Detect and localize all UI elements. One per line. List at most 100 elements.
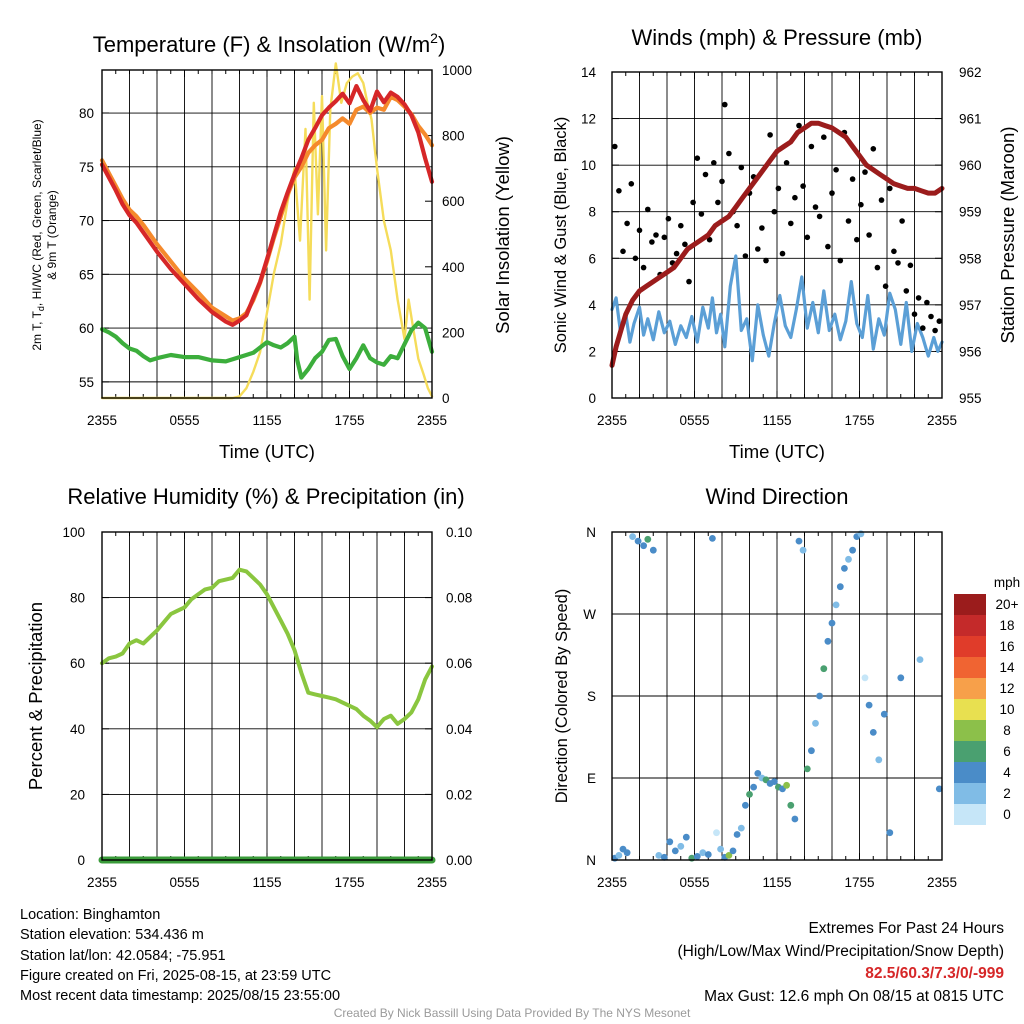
- y-axis-label-right: Station Pressure (Maroon): [997, 127, 1018, 344]
- series-2m-t: [99, 83, 435, 327]
- direction-point: [713, 829, 720, 837]
- colorbar-label: 8: [1003, 723, 1011, 738]
- gust-point: [694, 155, 701, 161]
- colorbar-swatch: [954, 678, 986, 699]
- y-tick-label-left: 0: [77, 853, 85, 868]
- colorbar-label: 12: [999, 681, 1014, 696]
- gust-point: [833, 167, 839, 173]
- gust-point: [932, 327, 938, 334]
- direction-point: [709, 535, 716, 542]
- y-tick-label-right: 0.06: [446, 656, 472, 671]
- colorbar-label: 0: [1003, 807, 1011, 822]
- gust-point: [702, 171, 709, 178]
- direction-point: [770, 778, 778, 785]
- gust-point: [726, 150, 732, 157]
- gust-point: [759, 225, 765, 231]
- gust-point: [870, 146, 877, 152]
- direction-point: [742, 801, 749, 809]
- series-dewpoint: [99, 320, 435, 380]
- gust-point: [899, 218, 905, 224]
- plot-border: [101, 69, 433, 399]
- direction-point: [808, 747, 815, 755]
- gust-point: [715, 199, 721, 206]
- colorbar-title: mph: [994, 575, 1020, 590]
- y-tick-label-left: 80: [79, 106, 94, 121]
- y-tick-label-right: 600: [442, 194, 465, 209]
- direction-point: [795, 537, 803, 545]
- gust-point: [796, 122, 802, 129]
- gust-point: [771, 208, 778, 215]
- plot-border: [611, 531, 943, 861]
- direction-point: [649, 546, 657, 554]
- x-tick-label: 1155: [762, 875, 791, 890]
- direction-point: [935, 785, 943, 793]
- y-tick-label-left: 65: [79, 267, 94, 282]
- gust-point: [649, 239, 655, 245]
- y-axis-label-right: Solar Insolation (Yellow): [492, 136, 513, 334]
- colorbar-label: 4: [1003, 765, 1011, 780]
- y-tick-label-left: 70: [79, 214, 94, 229]
- colorbar-label: 18: [999, 618, 1014, 633]
- station-elevation: Station elevation: 534.436 m: [20, 927, 204, 944]
- gust-point: [907, 262, 914, 269]
- gust-point: [616, 188, 622, 194]
- y-tick-label-left: 60: [79, 321, 94, 336]
- x-tick-label: 2355: [927, 875, 957, 890]
- gust-point: [742, 253, 749, 259]
- x-tick-label: 2355: [597, 413, 627, 428]
- x-axis-label: Time (UTC): [219, 441, 315, 462]
- gust-point: [640, 264, 647, 271]
- direction-point: [693, 853, 701, 860]
- direction-point: [682, 833, 690, 841]
- y-tick-label-left: 4: [588, 298, 596, 313]
- extremes-subtitle: (High/Low/Max Wind/Precipitation/Snow De…: [677, 942, 1005, 960]
- y-tick-label: W: [583, 607, 596, 622]
- gust-point: [928, 313, 934, 320]
- direction-point: [816, 692, 823, 700]
- direction-point: [754, 770, 762, 777]
- y-tick-label-right: 960: [959, 158, 982, 173]
- direction-point: [787, 801, 795, 809]
- direction-point: [699, 849, 707, 857]
- gust-point: [821, 134, 827, 140]
- y-tick-label-right: 956: [959, 344, 982, 359]
- x-tick-label: 1755: [334, 413, 364, 428]
- gust-point: [620, 248, 626, 255]
- x-tick-label: 0555: [679, 875, 709, 890]
- direction-point: [861, 674, 869, 682]
- gust-point: [920, 325, 926, 331]
- gust-point: [924, 299, 930, 306]
- series-sonic-wind: [610, 254, 944, 363]
- direction-point: [783, 781, 790, 789]
- y-tick-label-right: 200: [442, 325, 465, 340]
- y-tick-label-right: 0.04: [446, 722, 473, 737]
- x-tick-label: 2355: [87, 875, 117, 890]
- winds-pressure-chart: 0 2 4 6 8 10 12 14 955 956 957 958 959 960 961 962 2355 0…: [552, 25, 1018, 462]
- y-tick-label-left: 0: [588, 391, 596, 406]
- y-tick-label-right: 0: [442, 391, 450, 406]
- direction-point: [820, 665, 828, 673]
- y-tick-label-left: 100: [62, 525, 85, 540]
- colorbar-label: 10: [999, 702, 1014, 717]
- direction-point: [615, 852, 623, 859]
- direction-point: [803, 765, 811, 773]
- gust-point: [698, 211, 705, 217]
- chart-title: Wind Direction: [705, 484, 848, 509]
- colorbar-label: 2: [1003, 786, 1011, 801]
- gust-point: [645, 206, 651, 213]
- y-tick-label-left: 6: [588, 251, 596, 266]
- y-axis-label-left-line2: & 9m T (Orange): [45, 190, 59, 280]
- colorbar-label: 6: [1003, 744, 1011, 759]
- direction-point: [845, 555, 852, 563]
- y-tick-label: N: [586, 853, 596, 868]
- direction-point: [791, 815, 799, 823]
- gust-point: [632, 255, 639, 262]
- y-tick-label-right: 961: [959, 112, 982, 127]
- x-tick-label: 0555: [169, 413, 199, 428]
- gust-point: [711, 160, 717, 166]
- gust-point: [849, 176, 856, 182]
- y-label-part: , HI/WC (Red, Green, Scarlet/Blue): [30, 119, 44, 306]
- gust-point: [734, 222, 740, 229]
- direction-point: [737, 824, 745, 832]
- y-tick-label: S: [587, 689, 596, 704]
